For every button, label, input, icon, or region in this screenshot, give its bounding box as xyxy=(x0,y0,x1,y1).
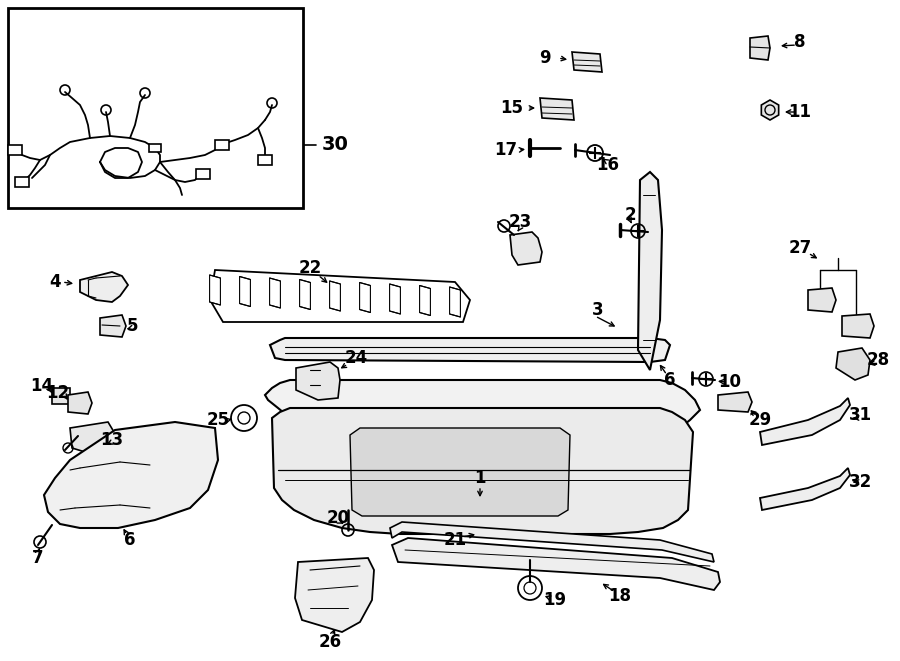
Bar xyxy=(8,145,22,155)
Text: 24: 24 xyxy=(345,349,367,367)
Bar xyxy=(215,140,229,150)
Polygon shape xyxy=(760,468,850,510)
Polygon shape xyxy=(836,348,870,380)
Text: 19: 19 xyxy=(544,591,567,609)
Text: 16: 16 xyxy=(597,156,619,174)
Text: 2: 2 xyxy=(625,206,635,224)
Polygon shape xyxy=(210,270,470,322)
Polygon shape xyxy=(210,275,220,305)
Polygon shape xyxy=(70,422,114,455)
Text: 21: 21 xyxy=(444,531,466,549)
Polygon shape xyxy=(296,362,340,400)
Polygon shape xyxy=(68,392,92,414)
Text: 7: 7 xyxy=(32,549,44,567)
Text: 12: 12 xyxy=(47,384,69,402)
Bar xyxy=(15,177,29,187)
Polygon shape xyxy=(572,52,602,72)
Polygon shape xyxy=(390,284,400,314)
Text: 18: 18 xyxy=(608,587,632,605)
Text: 32: 32 xyxy=(849,473,871,491)
Text: 6: 6 xyxy=(124,531,136,549)
Bar xyxy=(52,388,70,404)
Text: 28: 28 xyxy=(867,351,889,369)
Text: 15: 15 xyxy=(500,99,524,117)
Text: 27: 27 xyxy=(788,239,812,257)
Text: 9: 9 xyxy=(539,49,551,67)
Text: 23: 23 xyxy=(508,213,532,231)
Text: 6: 6 xyxy=(664,371,676,389)
Text: 8: 8 xyxy=(794,33,806,51)
Polygon shape xyxy=(360,282,371,313)
Text: 3: 3 xyxy=(592,301,604,319)
Polygon shape xyxy=(718,392,752,412)
Bar xyxy=(8,8,303,208)
Polygon shape xyxy=(272,408,693,534)
Text: 20: 20 xyxy=(327,509,349,527)
Polygon shape xyxy=(808,288,836,312)
Bar xyxy=(149,144,161,152)
Polygon shape xyxy=(80,272,128,302)
Text: 30: 30 xyxy=(321,136,348,155)
Text: 13: 13 xyxy=(101,431,123,449)
Polygon shape xyxy=(295,558,374,632)
Text: 25: 25 xyxy=(206,411,230,429)
Polygon shape xyxy=(265,380,700,440)
Polygon shape xyxy=(392,538,720,590)
Text: 4: 4 xyxy=(50,273,61,291)
Polygon shape xyxy=(329,281,340,311)
Polygon shape xyxy=(300,280,310,309)
Text: 5: 5 xyxy=(126,317,138,335)
Text: 29: 29 xyxy=(749,411,771,429)
Polygon shape xyxy=(638,172,662,370)
Text: 31: 31 xyxy=(849,406,871,424)
Polygon shape xyxy=(510,232,542,265)
Polygon shape xyxy=(270,338,670,362)
Text: 22: 22 xyxy=(299,259,321,277)
Text: 14: 14 xyxy=(31,377,54,395)
Text: 10: 10 xyxy=(718,373,742,391)
Polygon shape xyxy=(842,314,874,338)
Polygon shape xyxy=(760,398,850,445)
Polygon shape xyxy=(239,276,250,307)
Bar xyxy=(258,155,272,165)
Polygon shape xyxy=(100,315,126,337)
Polygon shape xyxy=(750,36,770,60)
Polygon shape xyxy=(761,100,778,120)
Text: 1: 1 xyxy=(474,469,486,487)
Text: 11: 11 xyxy=(788,103,812,121)
Polygon shape xyxy=(419,286,430,315)
Text: 17: 17 xyxy=(494,141,518,159)
Polygon shape xyxy=(270,278,281,308)
Polygon shape xyxy=(540,98,574,120)
Polygon shape xyxy=(350,428,570,516)
Text: 26: 26 xyxy=(319,633,342,651)
Polygon shape xyxy=(450,287,461,317)
Bar xyxy=(196,169,210,179)
Polygon shape xyxy=(44,422,218,528)
Polygon shape xyxy=(390,522,714,562)
